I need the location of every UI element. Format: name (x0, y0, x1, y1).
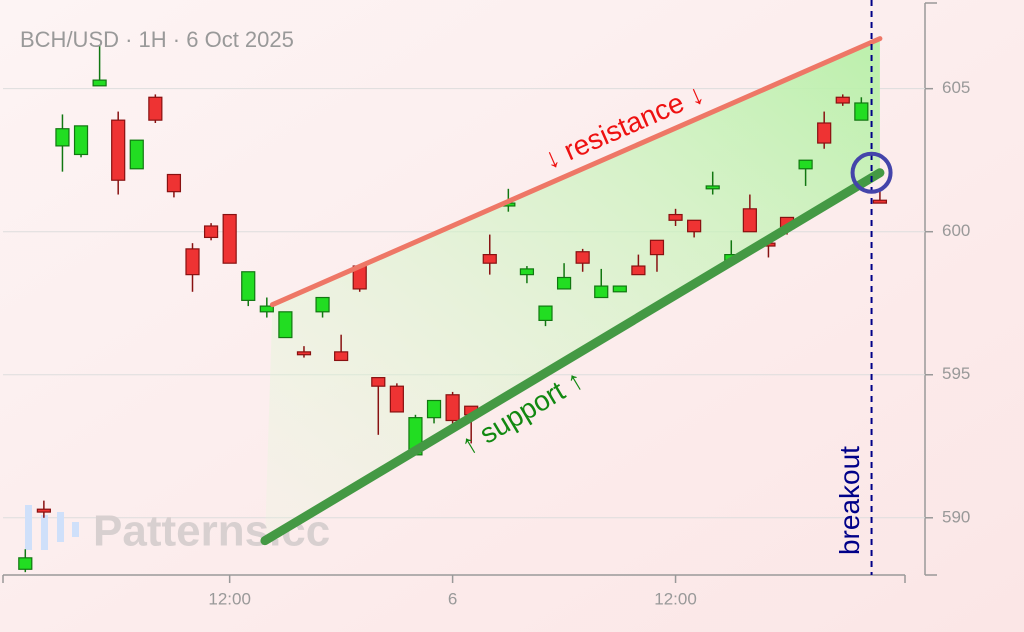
candle-body (445, 394, 460, 422)
breakout-label: breakout (834, 446, 865, 555)
watermark-icon (72, 522, 79, 537)
candle-body (185, 248, 200, 276)
watermark: Patterns.cc (93, 507, 330, 556)
candle-body (594, 285, 609, 299)
candle-body (315, 296, 330, 313)
candle-body (742, 208, 757, 233)
watermark-icon (41, 515, 48, 550)
x-tick-label: 12:00 (654, 589, 697, 608)
candle-body (36, 508, 51, 513)
candle-body (148, 96, 163, 121)
candle-body (872, 199, 888, 204)
candle-body (222, 213, 237, 264)
channel-fill (264, 38, 880, 541)
candle-body (817, 122, 832, 144)
candle-body (259, 305, 274, 313)
candle-body (203, 225, 219, 239)
x-tick-label: 6 (448, 589, 457, 608)
candle-body (166, 173, 182, 193)
candle-body (55, 128, 70, 147)
candle-body (129, 139, 144, 170)
candle-body (92, 79, 107, 87)
breakout-marker (850, 151, 893, 194)
y-tick-label: 600 (942, 221, 970, 240)
candle-body (111, 119, 126, 181)
candle-body (241, 271, 256, 301)
candle-body (426, 399, 442, 419)
y-tick-label: 595 (942, 364, 970, 383)
candle-body (482, 254, 497, 264)
candle-body (835, 96, 850, 104)
candle-body (73, 125, 89, 156)
candle-body (18, 557, 33, 570)
candle-body (631, 265, 646, 276)
candle-body (538, 305, 553, 321)
candle-body (575, 251, 590, 264)
chart-title: BCH/USD · 1H · 6 Oct 2025 (20, 27, 294, 52)
candle-body (296, 351, 312, 356)
candle-body (334, 351, 349, 362)
support-line (260, 168, 885, 546)
candle-body (612, 285, 627, 293)
candle-body (389, 385, 404, 413)
candle-body (798, 159, 813, 170)
resistance-line (269, 36, 883, 308)
candle-body (687, 219, 702, 233)
candle-body (278, 311, 293, 339)
y-tick-label: 590 (942, 507, 970, 526)
candle-body (705, 185, 720, 190)
x-tick-label: 12:00 (208, 589, 251, 608)
candle-body (854, 102, 869, 121)
candle-body (556, 276, 572, 290)
candle-body (649, 239, 665, 256)
candle-body (371, 377, 386, 387)
y-tick-label: 605 (942, 78, 970, 97)
candle-body (519, 268, 535, 276)
watermark-icon (25, 505, 32, 550)
watermark-icon (57, 512, 64, 542)
candle-body (668, 213, 683, 221)
